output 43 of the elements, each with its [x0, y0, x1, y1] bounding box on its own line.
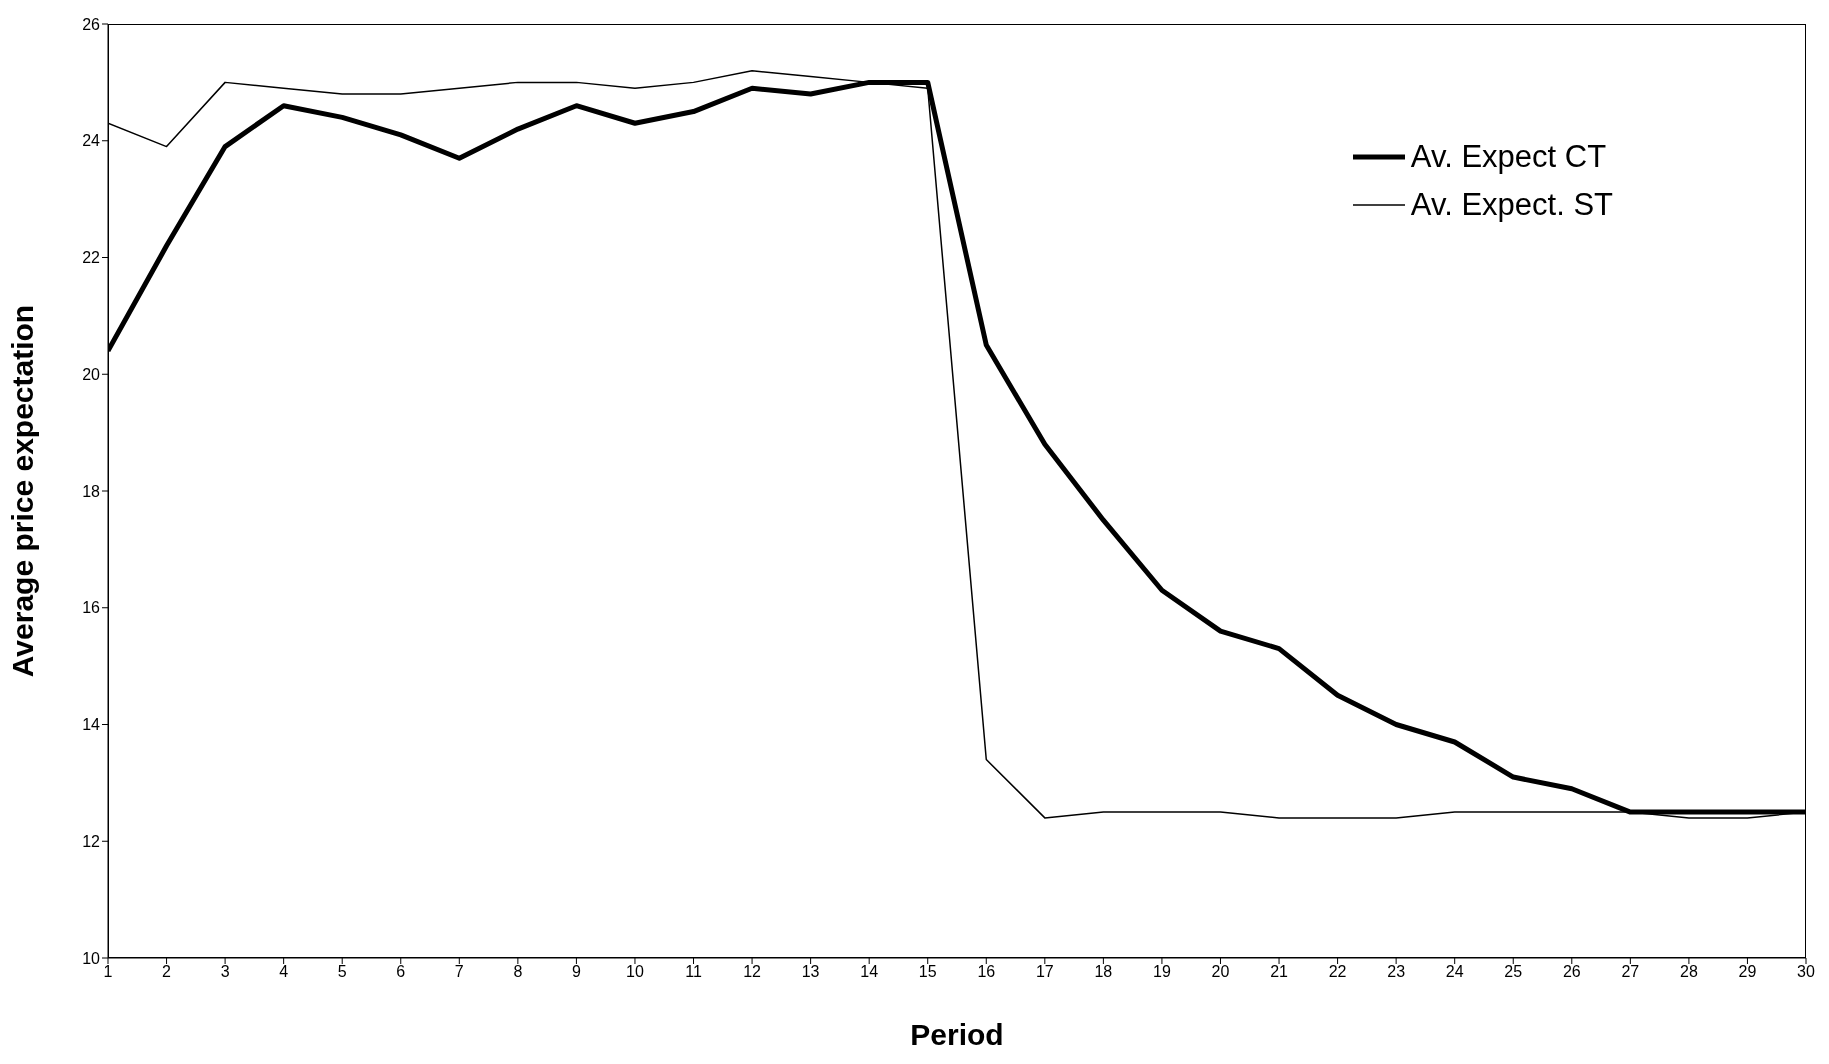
x-axis-title: Period [910, 1018, 1004, 1051]
x-tick-label: 28 [1680, 963, 1698, 981]
x-tick-label: 14 [860, 963, 879, 981]
x-tick-label: 25 [1504, 963, 1523, 981]
x-tick-label: 21 [1270, 963, 1289, 981]
x-tick-label: 17 [1035, 963, 1054, 981]
x-tick-label: 8 [513, 963, 523, 981]
x-tick-label: 11 [685, 963, 702, 981]
y-axis-title: Average price expectation [5, 304, 39, 678]
x-tick-label: 3 [220, 963, 230, 981]
y-tick-label: 14 [82, 716, 101, 734]
x-tick-label: 15 [918, 963, 937, 981]
x-tick-label: 30 [1797, 963, 1815, 981]
y-tick-label: 26 [82, 15, 101, 33]
x-tick-label: 6 [396, 963, 406, 981]
x-tick-label: 12 [743, 963, 762, 981]
x-tick-label: 24 [1445, 963, 1464, 981]
legend-label: Av. Expect. ST [1410, 187, 1613, 223]
x-tick-label: 26 [1562, 963, 1581, 981]
x-tick-label: 2 [162, 963, 172, 981]
y-tick-label: 22 [82, 249, 101, 267]
x-tick-label: 4 [279, 963, 289, 981]
y-tick-label: 20 [82, 365, 101, 383]
x-tick-label: 16 [977, 963, 996, 981]
y-tick-label: 12 [82, 832, 101, 850]
y-tick-label: 16 [82, 599, 101, 617]
x-tick-label: 22 [1328, 963, 1347, 981]
x-tick-label: 9 [571, 963, 581, 981]
x-tick-label: 27 [1621, 963, 1640, 981]
legend-label: Av. Expect CT [1410, 139, 1607, 175]
x-tick-label: 18 [1094, 963, 1113, 981]
x-tick-label: 20 [1211, 963, 1230, 981]
x-tick-label: 29 [1738, 963, 1757, 981]
x-tick-label: 23 [1387, 963, 1406, 981]
x-tick-label: 1 [103, 963, 113, 981]
x-tick-label: 7 [454, 963, 464, 981]
x-tick-label: 13 [801, 963, 820, 981]
y-tick-label: 24 [82, 132, 101, 150]
x-tick-label: 5 [337, 963, 347, 981]
y-tick-label: 18 [82, 482, 101, 500]
x-tick-label: 19 [1153, 963, 1171, 981]
y-tick-label: 10 [82, 949, 101, 967]
x-tick-label: 10 [626, 963, 644, 981]
